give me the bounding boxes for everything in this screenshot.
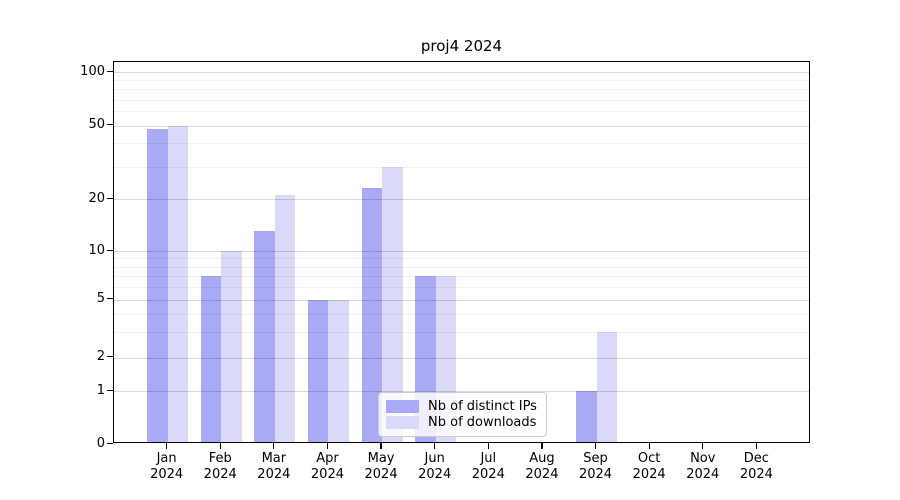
bar-downloads-apr: [328, 299, 349, 442]
legend-label: Nb of distinct IPs: [428, 399, 537, 414]
x-tick-label-sep: Sep 2024: [578, 451, 613, 482]
gridline-1: [114, 391, 809, 392]
gridline-20: [114, 199, 809, 201]
bar-distinct-ips-sep: [576, 391, 597, 442]
y-tick-mark: [107, 389, 113, 391]
gridline-60: [114, 111, 809, 113]
chart-title: proj4 2024: [420, 37, 503, 55]
x-tick-mark: [219, 443, 221, 449]
gridline-40: [114, 143, 809, 145]
gridline-80: [114, 89, 809, 91]
x-tick-mark: [648, 443, 650, 449]
y-tick-label-20: 20: [88, 190, 105, 206]
x-tick-mark: [273, 443, 275, 449]
y-tick-mark: [107, 442, 113, 444]
legend-item-downloads: Nb of downloads: [386, 415, 538, 430]
x-tick-mark: [541, 443, 543, 449]
y-tick-mark: [107, 356, 113, 358]
x-tick-label-jun: Jun 2024: [418, 451, 452, 482]
x-tick-label-feb: Feb 2024: [203, 451, 237, 482]
x-tick-label-mar: Mar 2024: [257, 451, 291, 482]
gridline-5: [114, 299, 809, 301]
x-tick-label-jan: Jan 2024: [150, 451, 184, 482]
gridline-10: [114, 251, 809, 252]
x-tick-mark: [326, 443, 329, 449]
gridline-70: [114, 99, 809, 101]
legend-item-distinct-ips: Nb of distinct IPs: [386, 399, 538, 414]
legend-swatch-downloads: [386, 416, 419, 429]
bar-distinct-ips-jan: [147, 128, 168, 442]
gridline-8: [114, 266, 809, 268]
gridline-9: [114, 258, 809, 260]
x-tick-mark: [434, 443, 436, 449]
y-tick-mark: [107, 249, 113, 251]
bar-downloads-feb: [221, 251, 242, 442]
y-tick-label-1: 1: [96, 382, 105, 398]
x-tick-mark: [755, 443, 757, 449]
gridline-50: [114, 125, 809, 127]
y-tick-label-2: 2: [96, 349, 105, 364]
bar-downloads-sep: [596, 331, 618, 442]
gridline-2: [114, 357, 809, 359]
x-tick-mark: [380, 443, 382, 449]
legend-swatch-distinct-ips: [386, 400, 419, 413]
y-tick-label-100: 100: [80, 63, 105, 79]
bar-distinct-ips-feb: [200, 275, 222, 442]
y-tick-label-0: 0: [96, 435, 105, 451]
bar-downloads-jan: [167, 125, 189, 442]
bar-distinct-ips-apr: [307, 299, 329, 442]
x-tick-label-nov: Nov 2024: [686, 451, 720, 482]
bar-distinct-ips-mar: [254, 231, 275, 442]
plot-area: [113, 61, 810, 443]
y-tick-label-50: 50: [88, 117, 105, 132]
y-tick-mark: [107, 70, 113, 72]
y-tick-mark: [107, 298, 113, 300]
y-tick-mark: [107, 197, 113, 199]
x-tick-mark: [594, 443, 597, 449]
gridline-30: [114, 166, 809, 168]
x-tick-label-aug: Aug 2024: [525, 451, 559, 482]
bar-downloads-may: [382, 166, 403, 442]
gridline-6: [114, 286, 809, 288]
x-tick-mark: [487, 443, 489, 449]
x-tick-label-oct: Oct 2024: [632, 451, 666, 482]
bar-distinct-ips-may: [361, 188, 383, 442]
x-tick-label-apr: Apr 2024: [310, 451, 344, 482]
bar-downloads-mar: [274, 195, 296, 442]
gridline-100: [114, 72, 809, 73]
x-tick-mark: [166, 443, 168, 449]
y-tick-mark: [107, 124, 113, 126]
gridline-7: [114, 275, 809, 277]
x-tick-mark: [702, 443, 704, 449]
y-tick-label-10: 10: [88, 242, 105, 258]
x-tick-label-may: May 2024: [364, 451, 398, 482]
x-tick-label-jul: Jul 2024: [471, 451, 505, 482]
x-tick-label-dec: Dec 2024: [739, 451, 773, 482]
gridline-4: [114, 313, 809, 315]
gridline-90: [114, 80, 809, 82]
gridline-3: [114, 331, 809, 333]
y-tick-label-5: 5: [96, 291, 105, 306]
legend-label: Nb of downloads: [428, 415, 537, 430]
legend: Nb of distinct IPs Nb of downloads: [378, 392, 547, 437]
